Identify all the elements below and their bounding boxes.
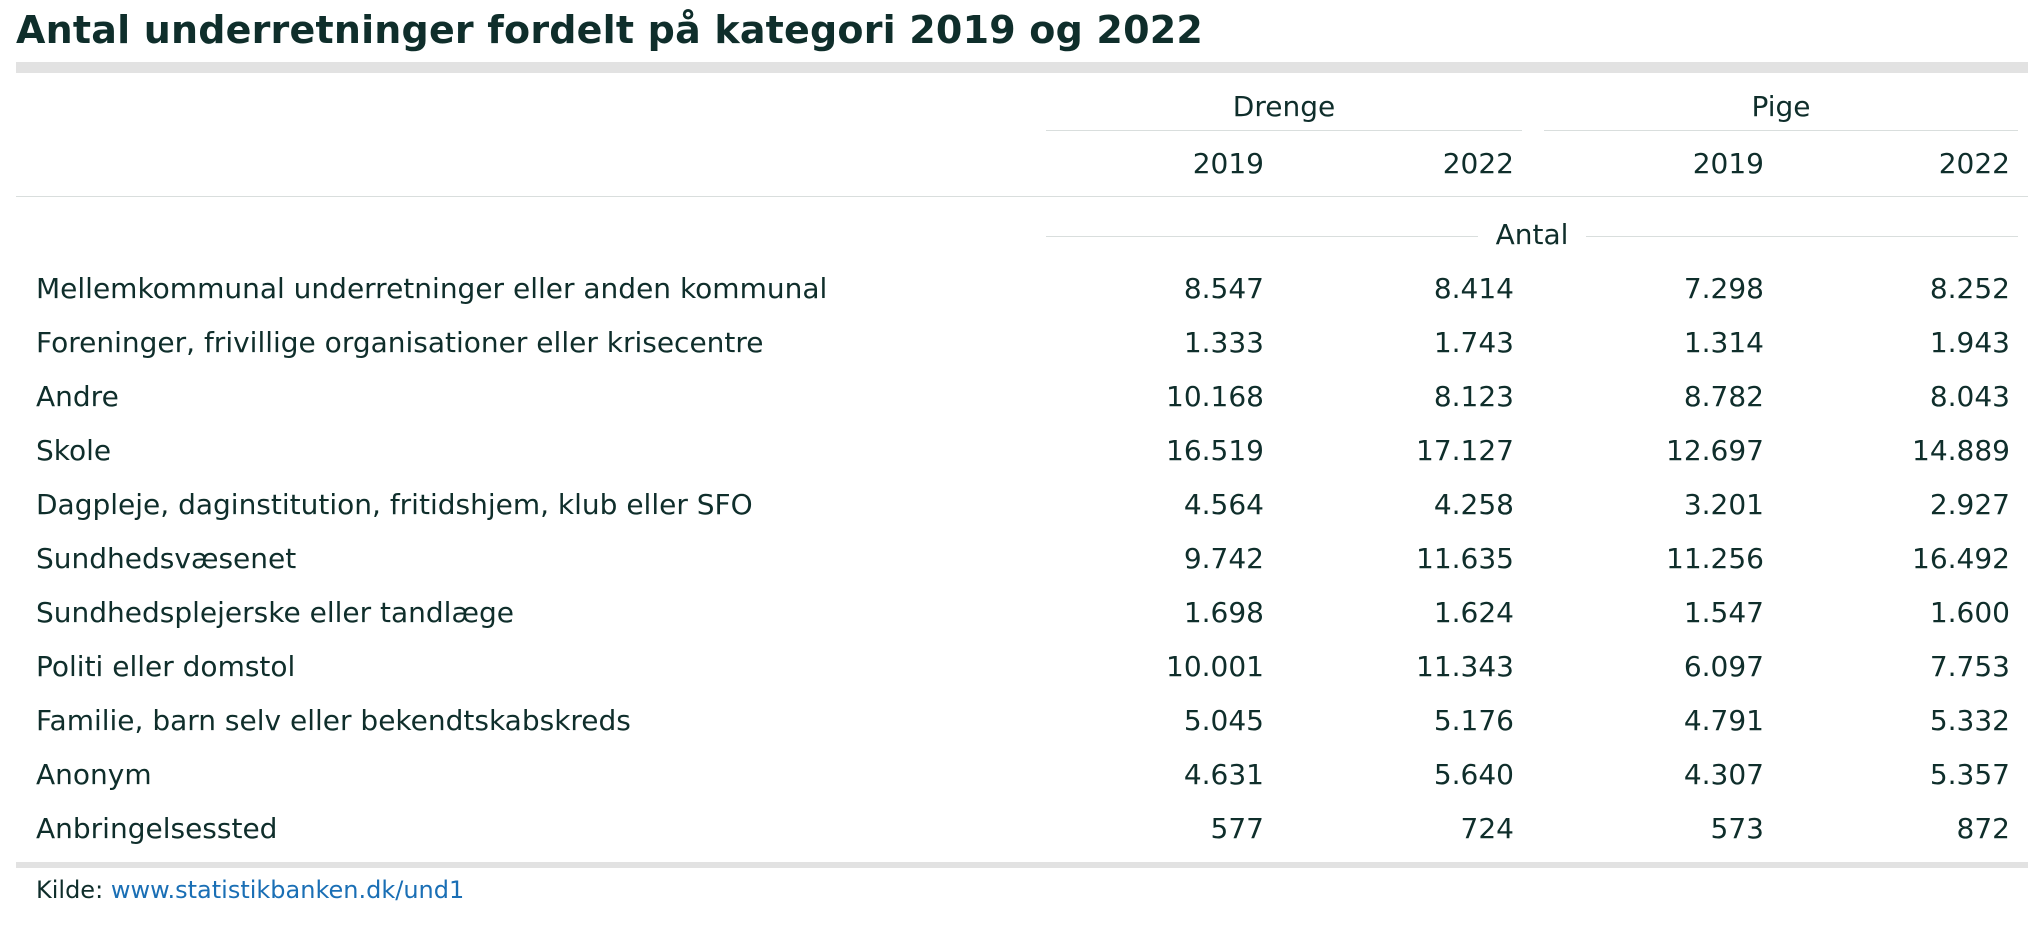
table-cell: 4.258	[1433, 488, 1514, 521]
row-label: Anbringelsessted	[36, 812, 278, 845]
table-cell: 10.168	[1166, 380, 1264, 413]
row-label: Andre	[36, 380, 119, 413]
row-label: Politi eller domstol	[36, 650, 296, 683]
table-cell: 11.343	[1416, 650, 1514, 683]
table-title: Antal underretninger fordelt på kategori…	[16, 8, 1203, 52]
table-cell: 4.631	[1183, 758, 1264, 791]
column-group-underline	[1544, 130, 2018, 131]
table-cell: 1.698	[1183, 596, 1264, 629]
year-column-header: 2022	[1442, 147, 1514, 180]
table-cell: 6.097	[1683, 650, 1764, 683]
table-cell: 4.791	[1683, 704, 1764, 737]
row-label: Sundhedsplejerske eller tandlæge	[36, 596, 514, 629]
year-column-header: 2022	[1938, 147, 2010, 180]
table-cell: 1.743	[1433, 326, 1514, 359]
table-cell: 8.252	[1929, 272, 2010, 305]
table-cell: 16.519	[1166, 434, 1264, 467]
table-cell: 14.889	[1912, 434, 2010, 467]
year-column-header: 2019	[1692, 147, 1764, 180]
row-label: Dagpleje, daginstitution, fritidshjem, k…	[36, 488, 753, 521]
table-cell: 11.635	[1416, 542, 1514, 575]
table-cell: 8.043	[1929, 380, 2010, 413]
row-label: Mellemkommunal underretninger eller ande…	[36, 272, 828, 305]
table-cell: 5.176	[1433, 704, 1514, 737]
table-cell: 573	[1710, 812, 1764, 845]
source-prefix: Kilde:	[36, 876, 104, 904]
table-cell: 872	[1956, 812, 2010, 845]
table-cell: 1.624	[1433, 596, 1514, 629]
table-cell: 7.753	[1929, 650, 2010, 683]
table-cell: 1.333	[1183, 326, 1264, 359]
table-cell: 1.314	[1683, 326, 1764, 359]
row-label: Familie, barn selv eller bekendtskabskre…	[36, 704, 631, 737]
table-cell: 8.547	[1183, 272, 1264, 305]
source-note: Kilde: www.statistikbanken.dk/und1	[36, 874, 464, 906]
table-cell: 11.256	[1666, 542, 1764, 575]
top-divider	[16, 62, 2028, 73]
table-cell: 5.045	[1183, 704, 1264, 737]
bottom-divider	[16, 862, 2028, 868]
table-cell: 16.492	[1912, 542, 2010, 575]
table-cell: 10.001	[1166, 650, 1264, 683]
table-cell: 577	[1210, 812, 1264, 845]
table-cell: 4.564	[1183, 488, 1264, 521]
table-cell: 8.782	[1683, 380, 1764, 413]
table-cell: 12.697	[1666, 434, 1764, 467]
column-group-header: Pige	[1751, 90, 1811, 123]
header-underline	[16, 196, 2028, 197]
year-column-header: 2019	[1192, 147, 1264, 180]
unit-label: Antal	[1477, 217, 1587, 253]
row-label: Sundhedsvæsenet	[36, 542, 297, 575]
row-label: Anonym	[36, 758, 152, 791]
table-cell: 5.332	[1929, 704, 2010, 737]
table-cell: 4.307	[1683, 758, 1764, 791]
table-cell: 2.927	[1929, 488, 2010, 521]
table-cell: 1.547	[1683, 596, 1764, 629]
column-group-header: Drenge	[1232, 90, 1336, 123]
table-cell: 9.742	[1183, 542, 1264, 575]
row-label: Foreninger, frivillige organisationer el…	[36, 326, 764, 359]
source-link[interactable]: www.statistikbanken.dk/und1	[110, 876, 465, 904]
table-cell: 7.298	[1683, 272, 1764, 305]
table-cell: 1.943	[1929, 326, 2010, 359]
table-cell: 17.127	[1416, 434, 1514, 467]
table-cell: 3.201	[1683, 488, 1764, 521]
table-cell: 724	[1460, 812, 1514, 845]
table-cell: 8.414	[1433, 272, 1514, 305]
table-cell: 1.600	[1929, 596, 2010, 629]
row-label: Skole	[36, 434, 112, 467]
table-cell: 8.123	[1433, 380, 1514, 413]
table-cell: 5.357	[1929, 758, 2010, 791]
column-group-underline	[1046, 130, 1522, 131]
table-cell: 5.640	[1433, 758, 1514, 791]
